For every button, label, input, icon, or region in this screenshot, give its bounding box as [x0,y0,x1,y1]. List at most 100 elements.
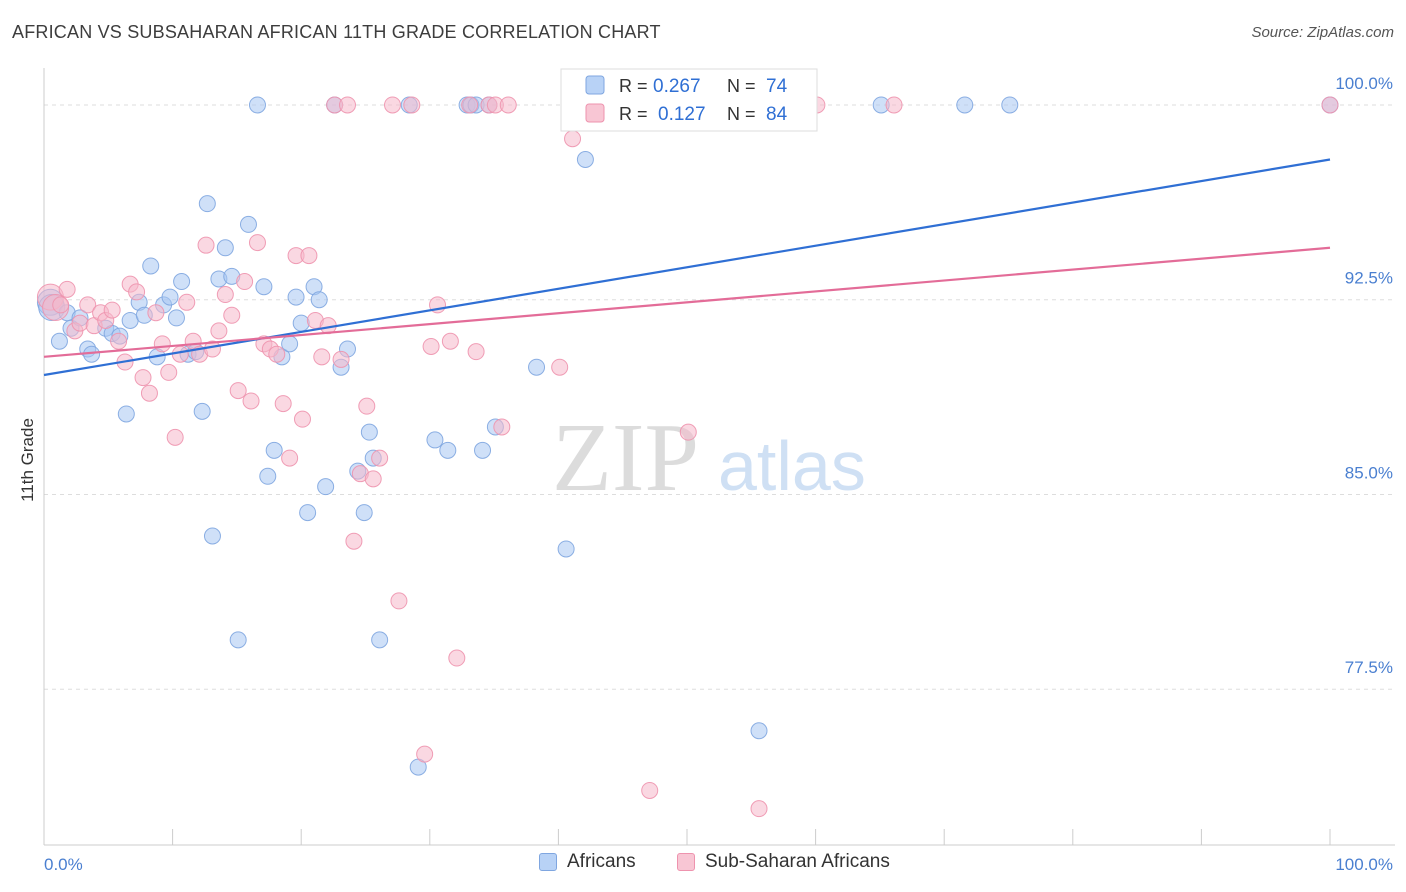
subsaharan-point [338,96,356,114]
africans-point [203,527,221,545]
africans-point [287,288,305,306]
subsaharan-point [178,293,196,311]
africans-point [292,314,310,332]
y-tick-label: 77.5% [1345,658,1393,677]
subsaharan-point [229,382,247,400]
legend-subsaharan-label: Sub-Saharan Africans [705,851,890,872]
legend-subsaharan-swatch [585,103,605,123]
africans-point [117,405,135,423]
subsaharan-point [313,348,331,366]
subsaharan-point [422,337,440,355]
subsaharan-point [416,745,434,763]
legend-item-africans[interactable]: Africans [539,851,636,873]
africans-point [474,441,492,459]
subsaharan-point [293,410,311,428]
subsaharan-point [147,304,165,322]
subsaharan-swatch [677,853,695,871]
legend-subsaharan-r-label: R = [619,104,648,124]
y-tick-label: 100.0% [1335,74,1393,93]
subsaharan-point [197,236,215,254]
subsaharan-point [134,369,152,387]
subsaharan-point [103,301,121,319]
africans-point [317,478,335,496]
legend-africans-n-value: 74 [766,76,788,97]
africans-point [299,504,317,522]
subsaharan-point [281,449,299,467]
subsaharan-point [679,423,697,441]
subsaharan-point [551,358,569,376]
africans-point [439,441,457,459]
subsaharan-point [300,247,318,265]
africans-point [216,239,234,257]
subsaharan-point [641,781,659,799]
subsaharan-point [885,96,903,114]
legend-africans-r-value: 0.267 [653,76,701,97]
subsaharan-point [441,332,459,350]
africans-point [121,311,139,329]
zipatlas-watermark: ZIP atlas [552,404,866,512]
subsaharan-point [71,314,89,332]
watermark-atlas: atlas [718,427,866,505]
subsaharan-point [242,392,260,410]
africans-point [173,273,191,291]
africans-point [371,631,389,649]
africans-point [360,423,378,441]
africans-point [426,431,444,449]
africans-swatch [539,853,557,871]
trend-layer [43,158,1331,377]
subsaharan-point [384,96,402,114]
africans-point [1001,96,1019,114]
x-tick-label-min: 0.0% [44,855,83,874]
subsaharan-point [461,96,479,114]
africans-point [50,332,68,350]
legend-africans-label: Africans [567,851,636,872]
subsaharan-point [448,649,466,667]
subsaharan-point [210,322,228,340]
subsaharan-point [248,234,266,252]
africans-trend-line [43,158,1331,377]
subsaharan-point [128,283,146,301]
africans-point [239,215,257,233]
y-tick-label: 92.5% [1345,269,1393,288]
subsaharan-trend-line [43,246,1331,358]
subsaharan-point [371,449,389,467]
y-tick-label: 85.0% [1345,463,1393,482]
africans-point [956,96,974,114]
subsaharan-point [467,343,485,361]
subsaharan-point [750,800,768,818]
subsaharan-point [1321,96,1339,114]
legend-africans-r-label: R = [619,76,648,96]
africans-point [576,150,594,168]
subsaharan-point [345,532,363,550]
subsaharan-point [332,350,350,368]
legend-item-subsaharan[interactable]: Sub-Saharan Africans [677,851,890,873]
points-layer [36,96,1339,818]
subsaharan-point [166,428,184,446]
africans-point [255,278,273,296]
subsaharan-point [160,363,178,381]
africans-point [528,358,546,376]
africans-point [355,504,373,522]
subsaharan-point [390,592,408,610]
subsaharan-point [364,470,382,488]
subsaharan-point [52,296,70,314]
legend-subsaharan-n-value: 84 [766,104,788,125]
africans-point [310,291,328,309]
subsaharan-point [274,395,292,413]
subsaharan-point [268,345,286,363]
subsaharan-point [499,96,517,114]
subsaharan-point [110,332,128,350]
subsaharan-point [58,280,76,298]
africans-point [198,195,216,213]
x-tick-label-max: 100.0% [1335,855,1393,874]
africans-point [142,257,160,275]
africans-point [259,467,277,485]
africans-point [248,96,266,114]
legend-subsaharan-n-label: N = [727,104,756,124]
watermark-zip: ZIP [552,404,699,512]
africans-point [193,402,211,420]
subsaharan-point [153,335,171,353]
africans-point [161,288,179,306]
legend-africans-swatch [585,75,605,95]
